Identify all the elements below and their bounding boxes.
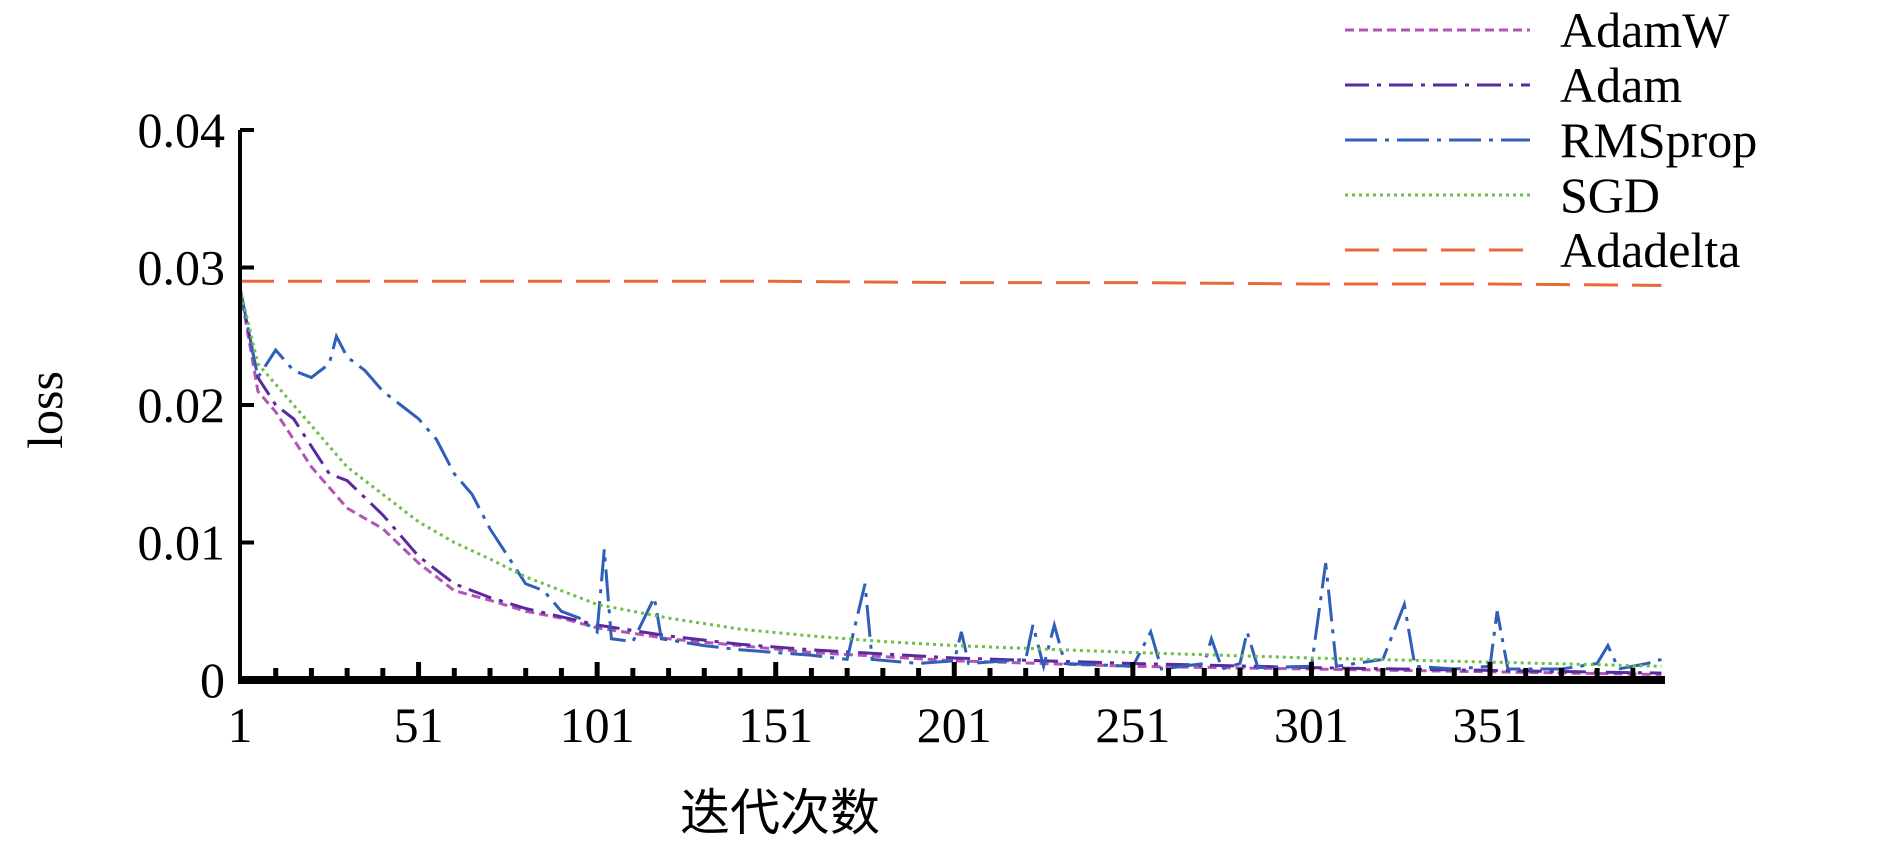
- series-line-adadelta: [240, 279, 1662, 287]
- y-tick-label: 0: [200, 652, 225, 708]
- x-tick-label: 301: [1274, 697, 1349, 753]
- legend-label: RMSprop: [1560, 112, 1757, 168]
- x-tick-label: 251: [1095, 697, 1170, 753]
- x-tick-label: 151: [738, 697, 813, 753]
- legend-label: Adadelta: [1560, 222, 1740, 278]
- series-line-adamw: [238, 287, 1662, 676]
- y-tick-label: 0.01: [138, 515, 226, 571]
- y-tick-label: 0.02: [138, 377, 226, 433]
- axes: [238, 130, 1665, 684]
- x-tick-label: 351: [1453, 697, 1528, 753]
- y-tick-label: 0.03: [138, 240, 226, 296]
- x-tick-label: 1: [228, 697, 253, 753]
- x-tick-label: 51: [394, 697, 444, 753]
- x-tick-label: 101: [560, 697, 635, 753]
- series-line-adam: [238, 287, 1662, 675]
- series-line-sgd: [238, 287, 1662, 668]
- x-axis-title: 迭代次数: [680, 784, 880, 841]
- ticks: 00.010.020.030.041 51 101 151 201 251 301 351: [138, 102, 1636, 753]
- series-layer: [238, 279, 1662, 676]
- legend-label: Adam: [1560, 57, 1682, 113]
- y-axis-title: loss: [17, 371, 73, 449]
- series-line-rmsprop: [238, 287, 1662, 673]
- legend-label: AdamW: [1560, 2, 1730, 58]
- legend-label: SGD: [1560, 167, 1660, 223]
- y-tick-label: 0.04: [138, 102, 226, 158]
- x-tick-label: 201: [917, 697, 992, 753]
